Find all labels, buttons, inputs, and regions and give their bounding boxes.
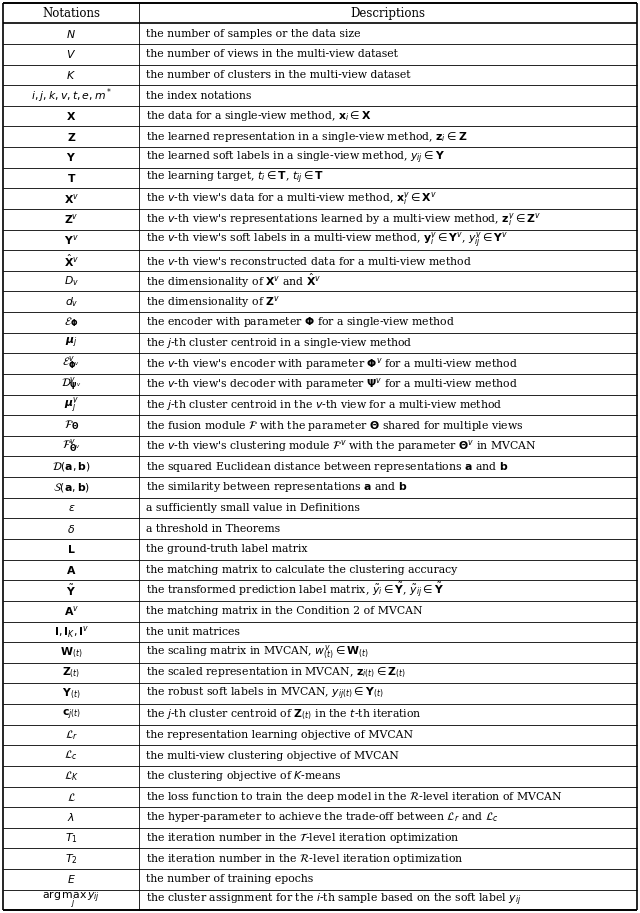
Text: the iteration number in the $\mathcal{T}$-level iteration optimization: the iteration number in the $\mathcal{T}… <box>146 831 460 845</box>
Text: the matching matrix to calculate the clustering accuracy: the matching matrix to calculate the clu… <box>146 565 457 575</box>
Text: $\mathbf{Z}^v$: $\mathbf{Z}^v$ <box>64 213 79 226</box>
Text: $E$: $E$ <box>67 874 76 886</box>
Text: $\hat{\mathbf{X}}^v$: $\hat{\mathbf{X}}^v$ <box>64 252 79 268</box>
Text: $T_1$: $T_1$ <box>65 831 77 845</box>
Text: the $v$-th view's data for a multi-view method, $\mathbf{x}_i^v \in \mathbf{X}^v: the $v$-th view's data for a multi-view … <box>146 190 436 207</box>
Text: the dimensionality of $\mathbf{Z}^v$: the dimensionality of $\mathbf{Z}^v$ <box>146 294 280 310</box>
Text: $\mathcal{L}_K$: $\mathcal{L}_K$ <box>64 770 79 783</box>
Text: the iteration number in the $\mathcal{R}$-level iteration optimization: the iteration number in the $\mathcal{R}… <box>146 852 463 866</box>
Text: the $j$-th cluster centroid in the $v$-th view for a multi-view method: the $j$-th cluster centroid in the $v$-t… <box>146 398 502 412</box>
Text: the similarity between representations $\mathbf{a}$ and $\mathbf{b}$: the similarity between representations $… <box>146 480 408 495</box>
Text: Descriptions: Descriptions <box>351 6 426 19</box>
Text: the hyper-parameter to achieve the trade-off between $\mathcal{L}_r$ and $\mathc: the hyper-parameter to achieve the trade… <box>146 811 499 824</box>
Text: a sufficiently small value in Definitions: a sufficiently small value in Definition… <box>146 503 360 513</box>
Text: the data for a single-view method, $\mathbf{x}_i \in \mathbf{X}$: the data for a single-view method, $\mat… <box>146 110 371 123</box>
Text: $\boldsymbol{\mu}^v_j$: $\boldsymbol{\mu}^v_j$ <box>64 395 79 415</box>
Text: the scaling matrix in MVCAN, $w^v_{(t)} \in \mathbf{W}_{(t)}$: the scaling matrix in MVCAN, $w^v_{(t)} … <box>146 644 369 661</box>
Text: the $v$-th view's representations learned by a multi-view method, $\mathbf{z}_i^: the $v$-th view's representations learne… <box>146 211 541 228</box>
Text: the clustering objective of $K$-means: the clustering objective of $K$-means <box>146 769 342 783</box>
Text: the number of training epochs: the number of training epochs <box>146 875 313 885</box>
Text: $\mathbf{Y}^v$: $\mathbf{Y}^v$ <box>64 233 79 247</box>
Text: $N$: $N$ <box>67 27 76 39</box>
Text: $D_v$: $D_v$ <box>64 274 79 289</box>
Text: the dimensionality of $\mathbf{X}^v$ and $\hat{\mathbf{X}}^v$: the dimensionality of $\mathbf{X}^v$ and… <box>146 272 321 290</box>
Text: the representation learning objective of MVCAN: the representation learning objective of… <box>146 730 413 740</box>
Text: the squared Euclidean distance between representations $\mathbf{a}$ and $\mathbf: the squared Euclidean distance between r… <box>146 460 508 474</box>
Text: the $v$-th view's reconstructed data for a multi-view method: the $v$-th view's reconstructed data for… <box>146 255 472 267</box>
Text: $\mathcal{S}(\mathbf{a}, \mathbf{b})$: $\mathcal{S}(\mathbf{a}, \mathbf{b})$ <box>52 481 90 494</box>
Text: Notations: Notations <box>42 6 100 19</box>
Text: the cluster assignment for the $i$-th sample based on the soft label $y_{ij}$: the cluster assignment for the $i$-th sa… <box>146 892 521 908</box>
Text: $\mathbf{X}^v$: $\mathbf{X}^v$ <box>64 192 79 205</box>
Text: the learned soft labels in a single-view method, $y_{ij} \in \mathbf{Y}$: the learned soft labels in a single-view… <box>146 149 445 165</box>
Text: $\mathbf{Z}$: $\mathbf{Z}$ <box>67 131 76 142</box>
Text: $\mathcal{D}(\mathbf{a}, \mathbf{b})$: $\mathcal{D}(\mathbf{a}, \mathbf{b})$ <box>52 460 91 473</box>
Text: the number of views in the multi-view dataset: the number of views in the multi-view da… <box>146 49 397 59</box>
Text: $\arg\max_j \, y_{ij}$: $\arg\max_j \, y_{ij}$ <box>42 889 100 910</box>
Text: $T_2$: $T_2$ <box>65 852 77 866</box>
Text: $\mathbf{Y}_{(t)}$: $\mathbf{Y}_{(t)}$ <box>62 687 81 701</box>
Text: the $v$-th view's encoder with parameter $\boldsymbol{\Phi}^v$ for a multi-view : the $v$-th view's encoder with parameter… <box>146 356 518 372</box>
Text: $\mathbf{T}$: $\mathbf{T}$ <box>67 172 76 184</box>
Text: the transformed prediction label matrix, $\tilde{y}_i \in \tilde{\mathbf{Y}}$, $: the transformed prediction label matrix,… <box>146 581 444 601</box>
Text: the $v$-th view's decoder with parameter $\boldsymbol{\Psi}^v$ for a multi-view : the $v$-th view's decoder with parameter… <box>146 376 518 393</box>
Text: the fusion module $\mathcal{F}$ with the parameter $\boldsymbol{\Theta}$ shared : the fusion module $\mathcal{F}$ with the… <box>146 418 524 433</box>
Text: $\mathbf{c}_{j(t)}$: $\mathbf{c}_{j(t)}$ <box>62 708 81 721</box>
Text: $\lambda$: $\lambda$ <box>67 812 76 824</box>
Text: the learning target, $t_i \in \mathbf{T}$, $t_{ij} \in \mathbf{T}$: the learning target, $t_i \in \mathbf{T}… <box>146 170 324 186</box>
Text: the learned representation in a single-view method, $\mathbf{z}_i \in \mathbf{Z}: the learned representation in a single-v… <box>146 130 467 144</box>
Text: the $j$-th cluster centroid in a single-view method: the $j$-th cluster centroid in a single-… <box>146 336 412 350</box>
Text: $\boldsymbol{\mu}_j$: $\boldsymbol{\mu}_j$ <box>65 336 77 351</box>
Text: the robust soft labels in MVCAN, $y_{ij(t)} \in \mathbf{Y}_{(t)}$: the robust soft labels in MVCAN, $y_{ij(… <box>146 686 383 702</box>
Text: $\mathcal{D}^v_{\boldsymbol{\Psi}^v}$: $\mathcal{D}^v_{\boldsymbol{\Psi}^v}$ <box>61 376 81 393</box>
Text: $K$: $K$ <box>67 68 76 81</box>
Text: $\mathcal{E}^v_{\boldsymbol{\Phi}^v}$: $\mathcal{E}^v_{\boldsymbol{\Phi}^v}$ <box>62 355 80 373</box>
Text: the $v$-th view's clustering module $\mathcal{F}^v$ with the parameter $\boldsym: the $v$-th view's clustering module $\ma… <box>146 438 536 454</box>
Text: the matching matrix in the Condition 2 of MVCAN: the matching matrix in the Condition 2 o… <box>146 606 422 616</box>
Text: $\tilde{\mathbf{Y}}$: $\tilde{\mathbf{Y}}$ <box>67 583 76 598</box>
Text: $\mathcal{L}_r$: $\mathcal{L}_r$ <box>65 728 78 742</box>
Text: a threshold in Theorems: a threshold in Theorems <box>146 524 280 534</box>
Text: $\mathcal{F}^v_{\boldsymbol{\Theta}^v}$: $\mathcal{F}^v_{\boldsymbol{\Theta}^v}$ <box>62 437 81 455</box>
Text: the loss function to train the deep model in the $\mathcal{R}$-level iteration o: the loss function to train the deep mode… <box>146 790 563 803</box>
Text: the number of samples or the data size: the number of samples or the data size <box>146 28 360 38</box>
Text: $\mathbf{L}$: $\mathbf{L}$ <box>67 543 76 555</box>
Text: $\delta$: $\delta$ <box>67 522 76 535</box>
Text: the multi-view clustering objective of MVCAN: the multi-view clustering objective of M… <box>146 750 399 761</box>
Text: the scaled representation in MVCAN, $\mathbf{z}_{i(t)} \in \mathbf{Z}_{(t)}$: the scaled representation in MVCAN, $\ma… <box>146 666 406 680</box>
Text: $\mathbf{Z}_{(t)}$: $\mathbf{Z}_{(t)}$ <box>62 666 81 680</box>
Text: the ground-truth label matrix: the ground-truth label matrix <box>146 544 307 554</box>
Text: $\mathbf{A}$: $\mathbf{A}$ <box>66 564 77 576</box>
Text: $\mathbf{X}$: $\mathbf{X}$ <box>66 110 76 122</box>
Text: the $j$-th cluster centroid of $\mathbf{Z}_{(t)}$ in the $t$-th iteration: the $j$-th cluster centroid of $\mathbf{… <box>146 708 422 721</box>
Text: the number of clusters in the multi-view dataset: the number of clusters in the multi-view… <box>146 70 410 80</box>
Text: $i,j,k,v,t,e,m^*$: $i,j,k,v,t,e,m^*$ <box>31 86 112 105</box>
Text: $\mathbf{I}, \mathbf{I}_K, \mathbf{I}^v$: $\mathbf{I}, \mathbf{I}_K, \mathbf{I}^v$ <box>54 624 89 640</box>
Text: $\mathbf{W}_{(t)}$: $\mathbf{W}_{(t)}$ <box>60 645 83 659</box>
Text: $\mathcal{L}$: $\mathcal{L}$ <box>67 791 76 803</box>
Text: $V$: $V$ <box>67 48 76 60</box>
Text: $\mathcal{E}_{\boldsymbol{\Phi}}$: $\mathcal{E}_{\boldsymbol{\Phi}}$ <box>64 316 79 330</box>
Text: the $v$-th view's soft labels in a multi-view method, $\mathbf{y}_i^v \in \mathb: the $v$-th view's soft labels in a multi… <box>146 230 508 250</box>
Text: $\mathbf{A}^v$: $\mathbf{A}^v$ <box>64 604 79 618</box>
Text: $d_v$: $d_v$ <box>65 295 78 309</box>
Text: $\varepsilon$: $\varepsilon$ <box>68 503 75 513</box>
Text: $\mathbf{Y}$: $\mathbf{Y}$ <box>67 152 76 163</box>
Text: the unit matrices: the unit matrices <box>146 627 240 636</box>
Text: the index notations: the index notations <box>146 90 251 100</box>
Text: the encoder with parameter $\boldsymbol{\Phi}$ for a single-view method: the encoder with parameter $\boldsymbol{… <box>146 315 454 330</box>
Text: $\mathcal{L}_c$: $\mathcal{L}_c$ <box>65 749 78 762</box>
Text: $\mathcal{F}_{\boldsymbol{\Theta}}$: $\mathcal{F}_{\boldsymbol{\Theta}}$ <box>63 419 79 433</box>
